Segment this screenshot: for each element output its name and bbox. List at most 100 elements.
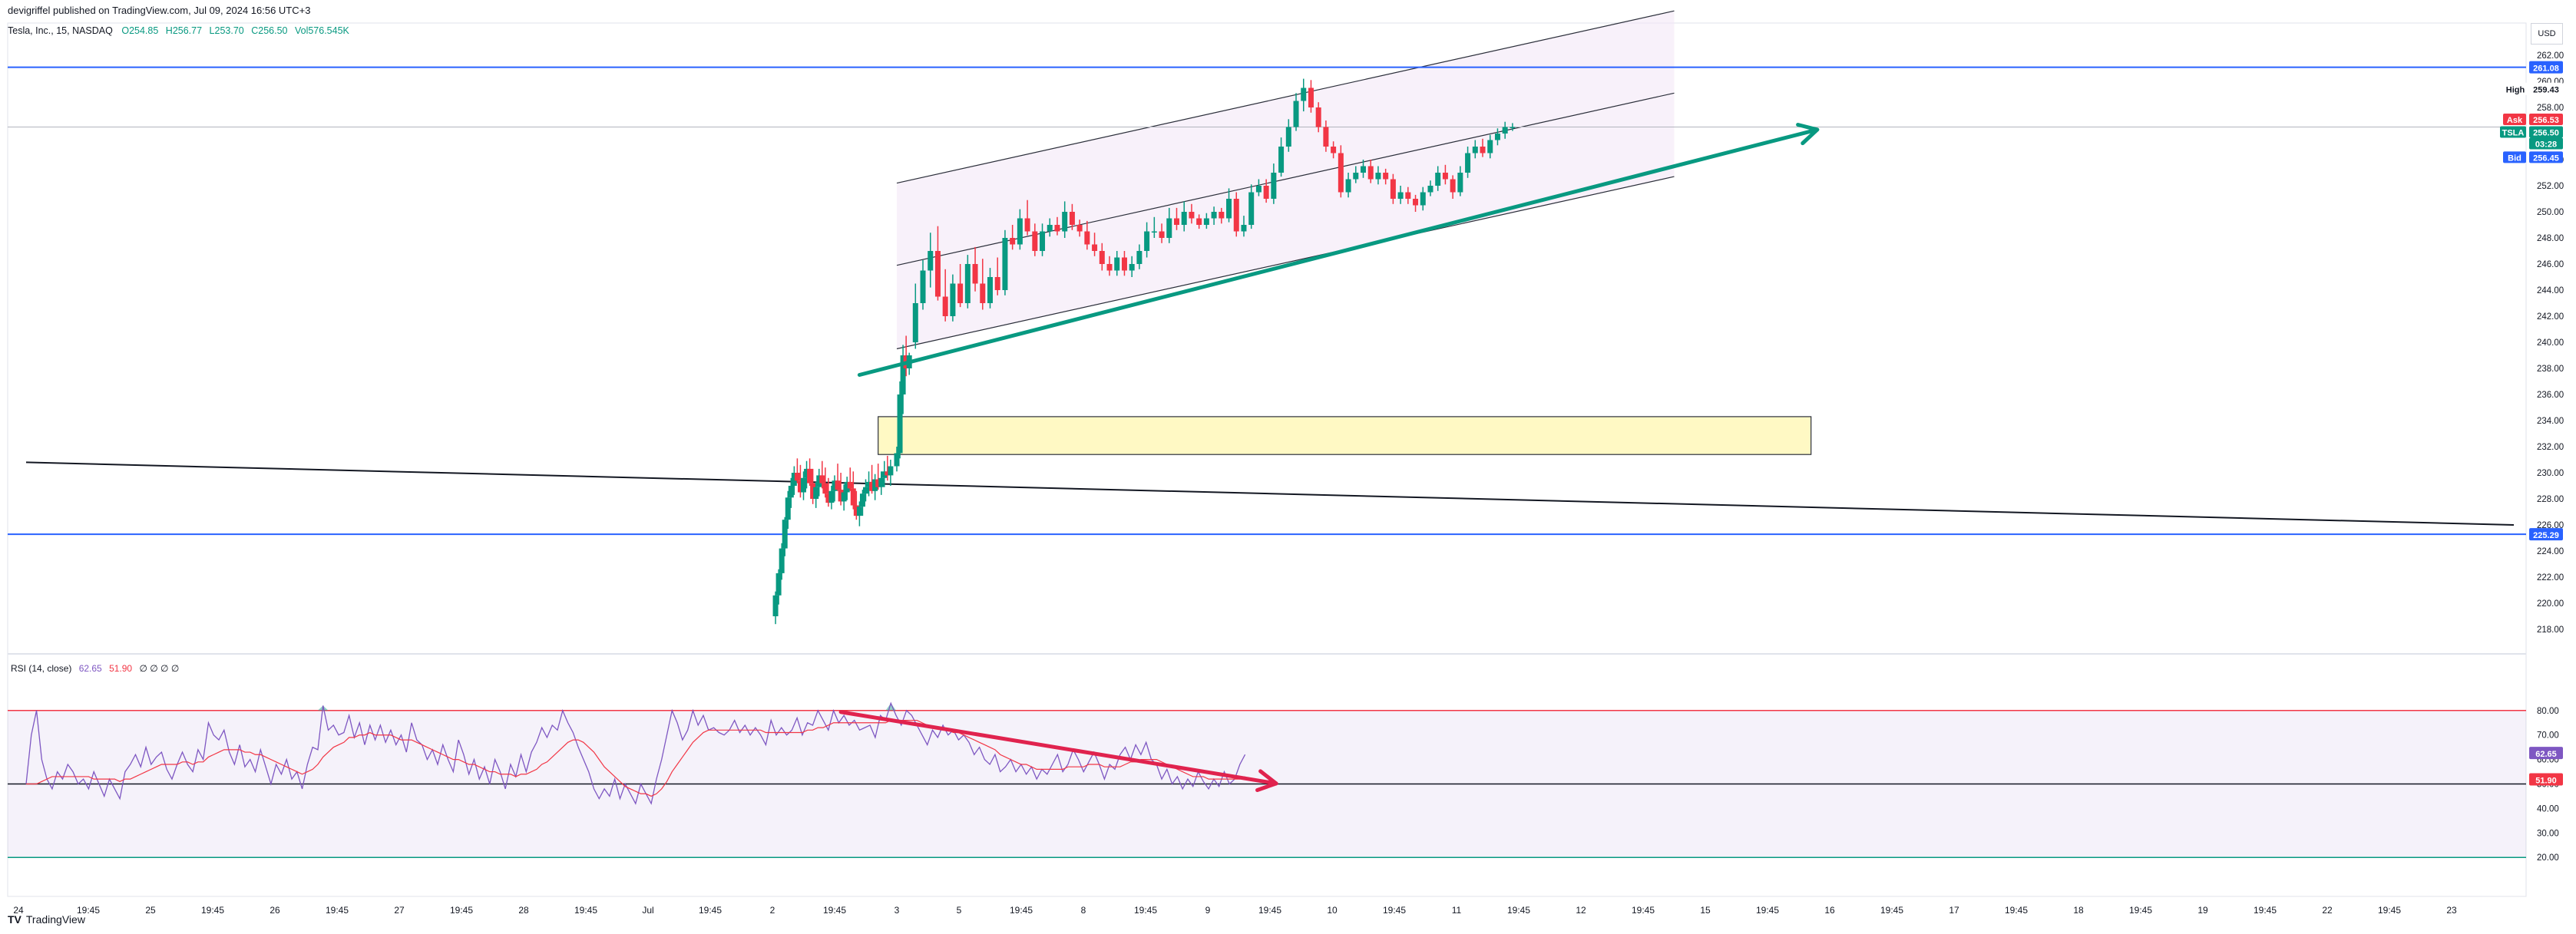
price-tick-label: 226.00 bbox=[2537, 521, 2564, 530]
candle-body bbox=[828, 490, 835, 503]
candle-body bbox=[1502, 127, 1508, 134]
candle-body bbox=[1062, 212, 1068, 232]
candle-body bbox=[856, 507, 862, 517]
close-value: C256.50 bbox=[251, 25, 288, 36]
candle-body bbox=[1405, 192, 1411, 199]
candle-body bbox=[1092, 244, 1098, 251]
price-tick-label: 252.00 bbox=[2537, 182, 2564, 191]
candle-body bbox=[1233, 199, 1239, 232]
price-tick-label: 236.00 bbox=[2537, 391, 2564, 400]
candle-body bbox=[1375, 173, 1381, 180]
candle-body bbox=[1166, 218, 1172, 238]
candle-body bbox=[807, 468, 813, 484]
candle-body bbox=[1427, 186, 1433, 193]
time-tick-label: 27 bbox=[394, 905, 405, 916]
bullish-arrow bbox=[857, 127, 1820, 377]
candle-body bbox=[1442, 173, 1448, 180]
candle-body bbox=[1099, 251, 1105, 264]
time-tick-label: 19:45 bbox=[699, 905, 722, 916]
candle-body bbox=[1285, 127, 1291, 147]
rsi-title[interactable]: RSI (14, close) bbox=[11, 663, 72, 674]
candle-body bbox=[897, 394, 903, 454]
rsi-tick-label: 30.00 bbox=[2537, 829, 2559, 838]
price-tick-label: 222.00 bbox=[2537, 573, 2564, 583]
candle-body bbox=[957, 283, 964, 303]
candle-body bbox=[888, 466, 894, 476]
candle-body bbox=[942, 296, 948, 316]
resistance-price-tag-bg bbox=[2529, 61, 2563, 74]
candle-body bbox=[1151, 231, 1157, 233]
candle-body bbox=[1241, 225, 1247, 232]
time-tick-label: 19:45 bbox=[823, 905, 846, 916]
currency-button[interactable]: USD bbox=[2531, 23, 2563, 45]
time-tick-label: 8 bbox=[1081, 905, 1086, 916]
support-price-tag-bg bbox=[2529, 528, 2563, 541]
candle-body bbox=[1308, 87, 1314, 107]
candle-body bbox=[825, 493, 832, 503]
candle-body bbox=[1301, 87, 1307, 101]
candle-body bbox=[1361, 166, 1366, 173]
candle-body bbox=[881, 471, 888, 478]
candle-body bbox=[1121, 257, 1127, 271]
candle-body bbox=[1189, 212, 1195, 219]
candle-body bbox=[1487, 140, 1493, 153]
candle-body bbox=[1181, 212, 1187, 225]
price-tick-label: 246.00 bbox=[2537, 260, 2564, 269]
candle-body bbox=[1383, 173, 1389, 180]
price-tick-label: 224.00 bbox=[2537, 547, 2564, 556]
candle-body bbox=[1435, 173, 1441, 186]
candle-body bbox=[853, 505, 859, 517]
candle-body bbox=[1211, 212, 1217, 219]
bid-tag: Bid bbox=[2508, 153, 2521, 163]
candle-body bbox=[816, 475, 822, 487]
price-tick-label: 230.00 bbox=[2537, 469, 2564, 478]
ask-price-tag-bg bbox=[2529, 113, 2563, 125]
high-price-tag: 259.43 bbox=[2533, 86, 2559, 95]
volume-value: Vol576.545K bbox=[294, 25, 349, 36]
time-tick-label: 19:45 bbox=[1756, 905, 1779, 916]
candle-body bbox=[1084, 231, 1090, 245]
high-price-tag-bg bbox=[2529, 82, 2563, 95]
candle-body bbox=[797, 480, 803, 493]
rsi-ma-value: 51.90 bbox=[109, 663, 133, 674]
time-tick-label: 19:45 bbox=[2005, 905, 2028, 916]
candle-body bbox=[866, 481, 872, 487]
rsi-tick-label: 40.00 bbox=[2537, 804, 2559, 814]
time-tick-label: 24 bbox=[13, 905, 24, 916]
candle-body bbox=[885, 471, 891, 476]
symbol-tag: TSLA bbox=[2502, 129, 2525, 138]
time-tick-label: 16 bbox=[1824, 905, 1835, 916]
rsi-tick-label: 70.00 bbox=[2537, 731, 2559, 741]
tradingview-logo-icon: TV bbox=[8, 913, 21, 926]
high-tag: High bbox=[2506, 86, 2525, 95]
candle-body bbox=[847, 481, 853, 489]
rsi-extra-values: ∅ ∅ ∅ ∅ bbox=[139, 663, 180, 674]
bar-countdown-tag-bg bbox=[2529, 137, 2563, 150]
candle-body bbox=[950, 283, 956, 316]
price-tick-label: 248.00 bbox=[2537, 234, 2564, 243]
footer-brand[interactable]: TV TradingView bbox=[8, 913, 85, 926]
time-tick-label: 19:45 bbox=[326, 905, 349, 916]
candle-body bbox=[1226, 199, 1232, 219]
candle-body bbox=[772, 595, 779, 616]
candle-body bbox=[1510, 127, 1516, 128]
price-tick-label: 262.00 bbox=[2537, 51, 2564, 61]
time-tick-label: 28 bbox=[518, 905, 529, 916]
candle-body bbox=[782, 520, 788, 549]
candle-body bbox=[1136, 251, 1143, 264]
ask-tag: Ask bbox=[2507, 116, 2523, 125]
candle-body bbox=[964, 264, 971, 303]
candle-body bbox=[1293, 101, 1299, 127]
candle-body bbox=[987, 277, 993, 303]
price-tick-label: 258.00 bbox=[2537, 104, 2564, 113]
candle-body bbox=[801, 477, 806, 493]
symbol-name[interactable]: Tesla, Inc., 15, NASDAQ bbox=[8, 25, 113, 36]
time-tick-label: 19:45 bbox=[77, 905, 100, 916]
rsi-ma-tag-bg bbox=[2529, 773, 2563, 786]
candle-body bbox=[872, 479, 878, 491]
candle-body bbox=[1323, 127, 1329, 147]
candle-body bbox=[1144, 231, 1150, 251]
time-tick-label: 19:45 bbox=[201, 905, 224, 916]
last-price-tag: 256.50 bbox=[2533, 129, 2559, 138]
